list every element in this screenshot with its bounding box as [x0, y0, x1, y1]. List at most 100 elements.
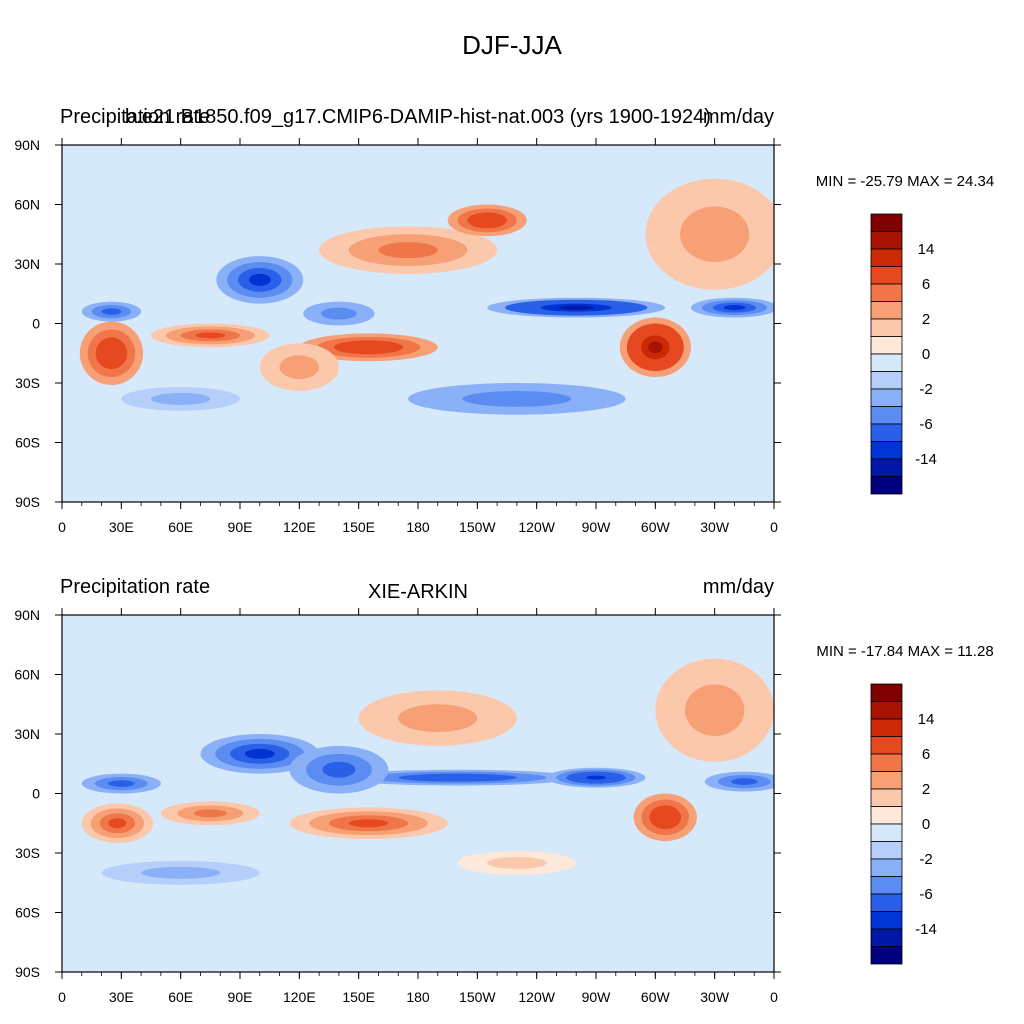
colorbar-swatch — [870, 318, 903, 337]
x-tick-label: 60E — [168, 519, 193, 535]
colorbar-swatch — [870, 701, 903, 720]
contour-blob-12-3 — [101, 308, 122, 315]
colorbar-swatch — [870, 301, 903, 320]
colorbar-label: 0 — [922, 816, 930, 833]
colorbar-swatch — [870, 753, 903, 772]
panel-title-center: b.e21.B1850.f09_g17.CMIP6-DAMIP-hist-nat… — [125, 106, 711, 128]
x-tick-label: 90W — [582, 989, 612, 1005]
colorbar: 14 6 2 0 -2 -6 -14 — [870, 213, 937, 495]
colorbar-label: -6 — [919, 886, 932, 903]
map-background — [62, 615, 774, 972]
colorbar-swatch — [870, 353, 903, 372]
y-tick-label: 60S — [15, 905, 40, 921]
contour-blob-4-3 — [193, 809, 227, 818]
y-tick-label: 30S — [15, 845, 40, 861]
contour-blob-6-4 — [657, 811, 674, 824]
colorbar-swatch — [870, 788, 903, 807]
x-tick-label: 30W — [700, 989, 730, 1005]
colorbar-swatch — [870, 928, 903, 947]
contour-blob-2-4 — [477, 216, 498, 225]
panel-title-left: Precipitation rate — [60, 106, 210, 128]
contour-blob-11-3 — [108, 780, 135, 787]
panel-title-center: XIE-ARKIN — [368, 581, 468, 603]
x-tick-label: 150E — [342, 989, 375, 1005]
y-tick-label: 60S — [15, 435, 40, 451]
colorbar-swatch — [870, 213, 903, 232]
colorbar-swatch — [870, 823, 903, 842]
contour-blob-10-3 — [731, 778, 758, 785]
x-tick-label: 120E — [283, 519, 316, 535]
colorbar-swatch — [870, 336, 903, 355]
colorbar-swatch — [870, 911, 903, 930]
contour-fields — [79, 178, 774, 415]
x-tick-label: 30W — [700, 519, 730, 535]
colorbar-swatch — [870, 771, 903, 790]
colorbar-label: 14 — [918, 241, 935, 258]
x-tick-label: 90W — [582, 519, 612, 535]
x-tick-label: 150W — [459, 519, 496, 535]
y-tick-label: 90S — [15, 964, 40, 980]
y-tick-label: 90S — [15, 494, 40, 510]
colorbar-swatch — [870, 231, 903, 250]
contour-blob-3-2 — [680, 206, 750, 263]
contour-blob-7-4 — [244, 748, 275, 759]
contour-blob-11-4 — [723, 305, 746, 311]
contour-blob-6-4 — [351, 343, 386, 351]
page-title: DJF-JJA — [462, 30, 562, 60]
colorbar-swatch — [870, 876, 903, 895]
colorbar-swatch — [870, 423, 903, 442]
contour-blob-5-4 — [348, 819, 389, 828]
colorbar-swatch — [870, 458, 903, 477]
x-tick-label: 60W — [641, 519, 671, 535]
contour-blob-9-5 — [586, 775, 606, 780]
x-tick-label: 30E — [109, 989, 134, 1005]
contour-blob-5-4 — [195, 332, 226, 339]
panel-title-right: mm/day — [703, 106, 774, 128]
x-tick-label: 120W — [518, 519, 555, 535]
colorbar-label: -14 — [915, 451, 937, 468]
contour-blob-8-2 — [279, 355, 320, 380]
contour-blob-1-2 — [398, 704, 478, 733]
contour-blob-2-2 — [685, 684, 745, 736]
y-tick-label: 0 — [32, 786, 40, 802]
x-tick-label: 60W — [641, 989, 671, 1005]
colorbar-label: -14 — [915, 921, 937, 938]
colorbar-swatch — [870, 718, 903, 737]
colorbar-label: 2 — [922, 781, 930, 798]
contour-blob-12-3 — [322, 761, 356, 778]
colorbar-swatch — [870, 946, 903, 965]
contour-blob-15-2 — [151, 392, 211, 405]
colorbar-label: 6 — [922, 746, 930, 763]
colorbar-swatch — [870, 371, 903, 390]
map-panel-2: 0 30E 60E 90E 120E 150E 180 150W 120W 90W 60W 30W 0 9… — [14, 576, 993, 1005]
y-tick-label: 60N — [14, 667, 40, 683]
x-tick-label: 0 — [770, 519, 778, 535]
colorbar-label: 6 — [922, 276, 930, 293]
colorbar-swatch — [870, 893, 903, 912]
colorbar-swatch — [870, 406, 903, 425]
colorbar-swatch — [870, 858, 903, 877]
y-tick-label: 60N — [14, 197, 40, 213]
colorbar-label: -2 — [919, 851, 932, 868]
x-tick-label: 0 — [770, 989, 778, 1005]
panel-title-right: mm/day — [703, 576, 774, 598]
contour-blob-3-4 — [108, 818, 127, 829]
contour-blob-1-3 — [378, 242, 438, 259]
x-tick-label: 120E — [283, 989, 316, 1005]
x-tick-label: 150E — [342, 519, 375, 535]
contour-blob-9-4 — [248, 273, 271, 286]
contour-blob-14-2 — [141, 866, 221, 879]
y-tick-label: 90N — [14, 607, 40, 623]
x-tick-label: 120W — [518, 989, 555, 1005]
y-tick-label: 90N — [14, 137, 40, 153]
colorbar-swatch — [870, 388, 903, 407]
x-tick-label: 150W — [459, 989, 496, 1005]
colorbar-swatch — [870, 266, 903, 285]
colorbar-swatch — [870, 441, 903, 460]
colorbar: 14 6 2 0 -2 -6 -14 — [870, 683, 937, 965]
y-tick-label: 30N — [14, 726, 40, 742]
colorbar-swatch — [870, 476, 903, 495]
x-tick-label: 90E — [228, 519, 253, 535]
colorbar-swatch — [870, 683, 903, 702]
x-tick-label: 0 — [58, 989, 66, 1005]
